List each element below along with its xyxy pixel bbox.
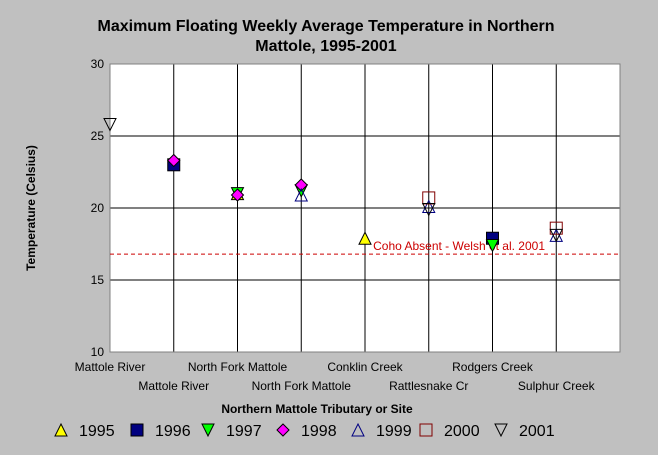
x-category-labels: Mattole River Mattole River North Fork Mat…: [75, 360, 596, 393]
x-category-label: Mattole River: [75, 360, 146, 374]
chart-title-line-2: Mattole, 1995-2001: [255, 38, 397, 55]
data-point-1998: [294, 178, 308, 192]
legend-label-2001: 2001: [519, 423, 555, 440]
legend-marker-1998: [276, 423, 290, 437]
legend-label-1997: 1997: [226, 423, 262, 440]
x-category-label: Rattlesnake Cr: [389, 379, 468, 393]
chart-title-line-1: Maximum Floating Weekly Average Temperat…: [98, 18, 555, 35]
reference-line-label: Coho Absent - Welsh et al. 2001: [373, 239, 545, 253]
data-point-1995: [358, 231, 372, 245]
legend-label-1995: 1995: [79, 423, 115, 440]
data-point-2001: [549, 228, 564, 243]
x-category-label: Mattole River: [138, 379, 209, 393]
legend-label-1998: 1998: [301, 423, 337, 440]
x-category-label: North Fork Mattole: [188, 360, 288, 374]
legend-marker-1997: [201, 423, 215, 438]
data-point-1998: [167, 153, 181, 168]
legend-label-2000: 2000: [444, 423, 480, 440]
y-tick-label: 10: [91, 345, 105, 359]
x-category-label: Rodgers Creek: [452, 360, 534, 374]
legend-marker-1995: [54, 422, 68, 437]
x-axis-title: Northern Mattole Tributary or Site: [221, 402, 413, 416]
y-axis-title: Temperature (Celsius): [24, 145, 38, 271]
y-tick-label: 15: [91, 273, 105, 287]
legend-marker-2001: [494, 423, 508, 438]
legend-marker-1999: [351, 422, 365, 437]
x-category-label: Conklin Creek: [327, 360, 403, 374]
legend: 1995 1996 1997 1998 1999 2000 2001: [54, 422, 555, 440]
data-points: [103, 117, 564, 253]
x-category-label: North Fork Mattole: [252, 379, 352, 393]
reference-line: Coho Absent - Welsh et al. 2001: [110, 239, 620, 255]
y-tick-label: 25: [91, 129, 105, 143]
data-point-1999: [421, 199, 436, 214]
y-tick-labels: 10 15 20 25 30: [91, 57, 105, 359]
data-point-2001: [103, 117, 117, 132]
legend-label-1996: 1996: [155, 423, 191, 440]
y-tick-label: 30: [91, 57, 105, 71]
y-tick-label: 20: [91, 201, 105, 215]
plot-border: [109, 63, 621, 353]
data-point-1997: [485, 238, 500, 253]
grid: [109, 63, 621, 353]
legend-label-1999: 1999: [376, 423, 412, 440]
data-point-1998: [230, 188, 245, 202]
data-point-2000: [549, 221, 563, 235]
data-point-2001: [421, 202, 436, 217]
legend-marker-1996: [130, 423, 144, 437]
x-category-label: Sulphur Creek: [518, 379, 596, 393]
data-point-1999: [294, 187, 309, 202]
legend-marker-2000: [419, 423, 433, 437]
